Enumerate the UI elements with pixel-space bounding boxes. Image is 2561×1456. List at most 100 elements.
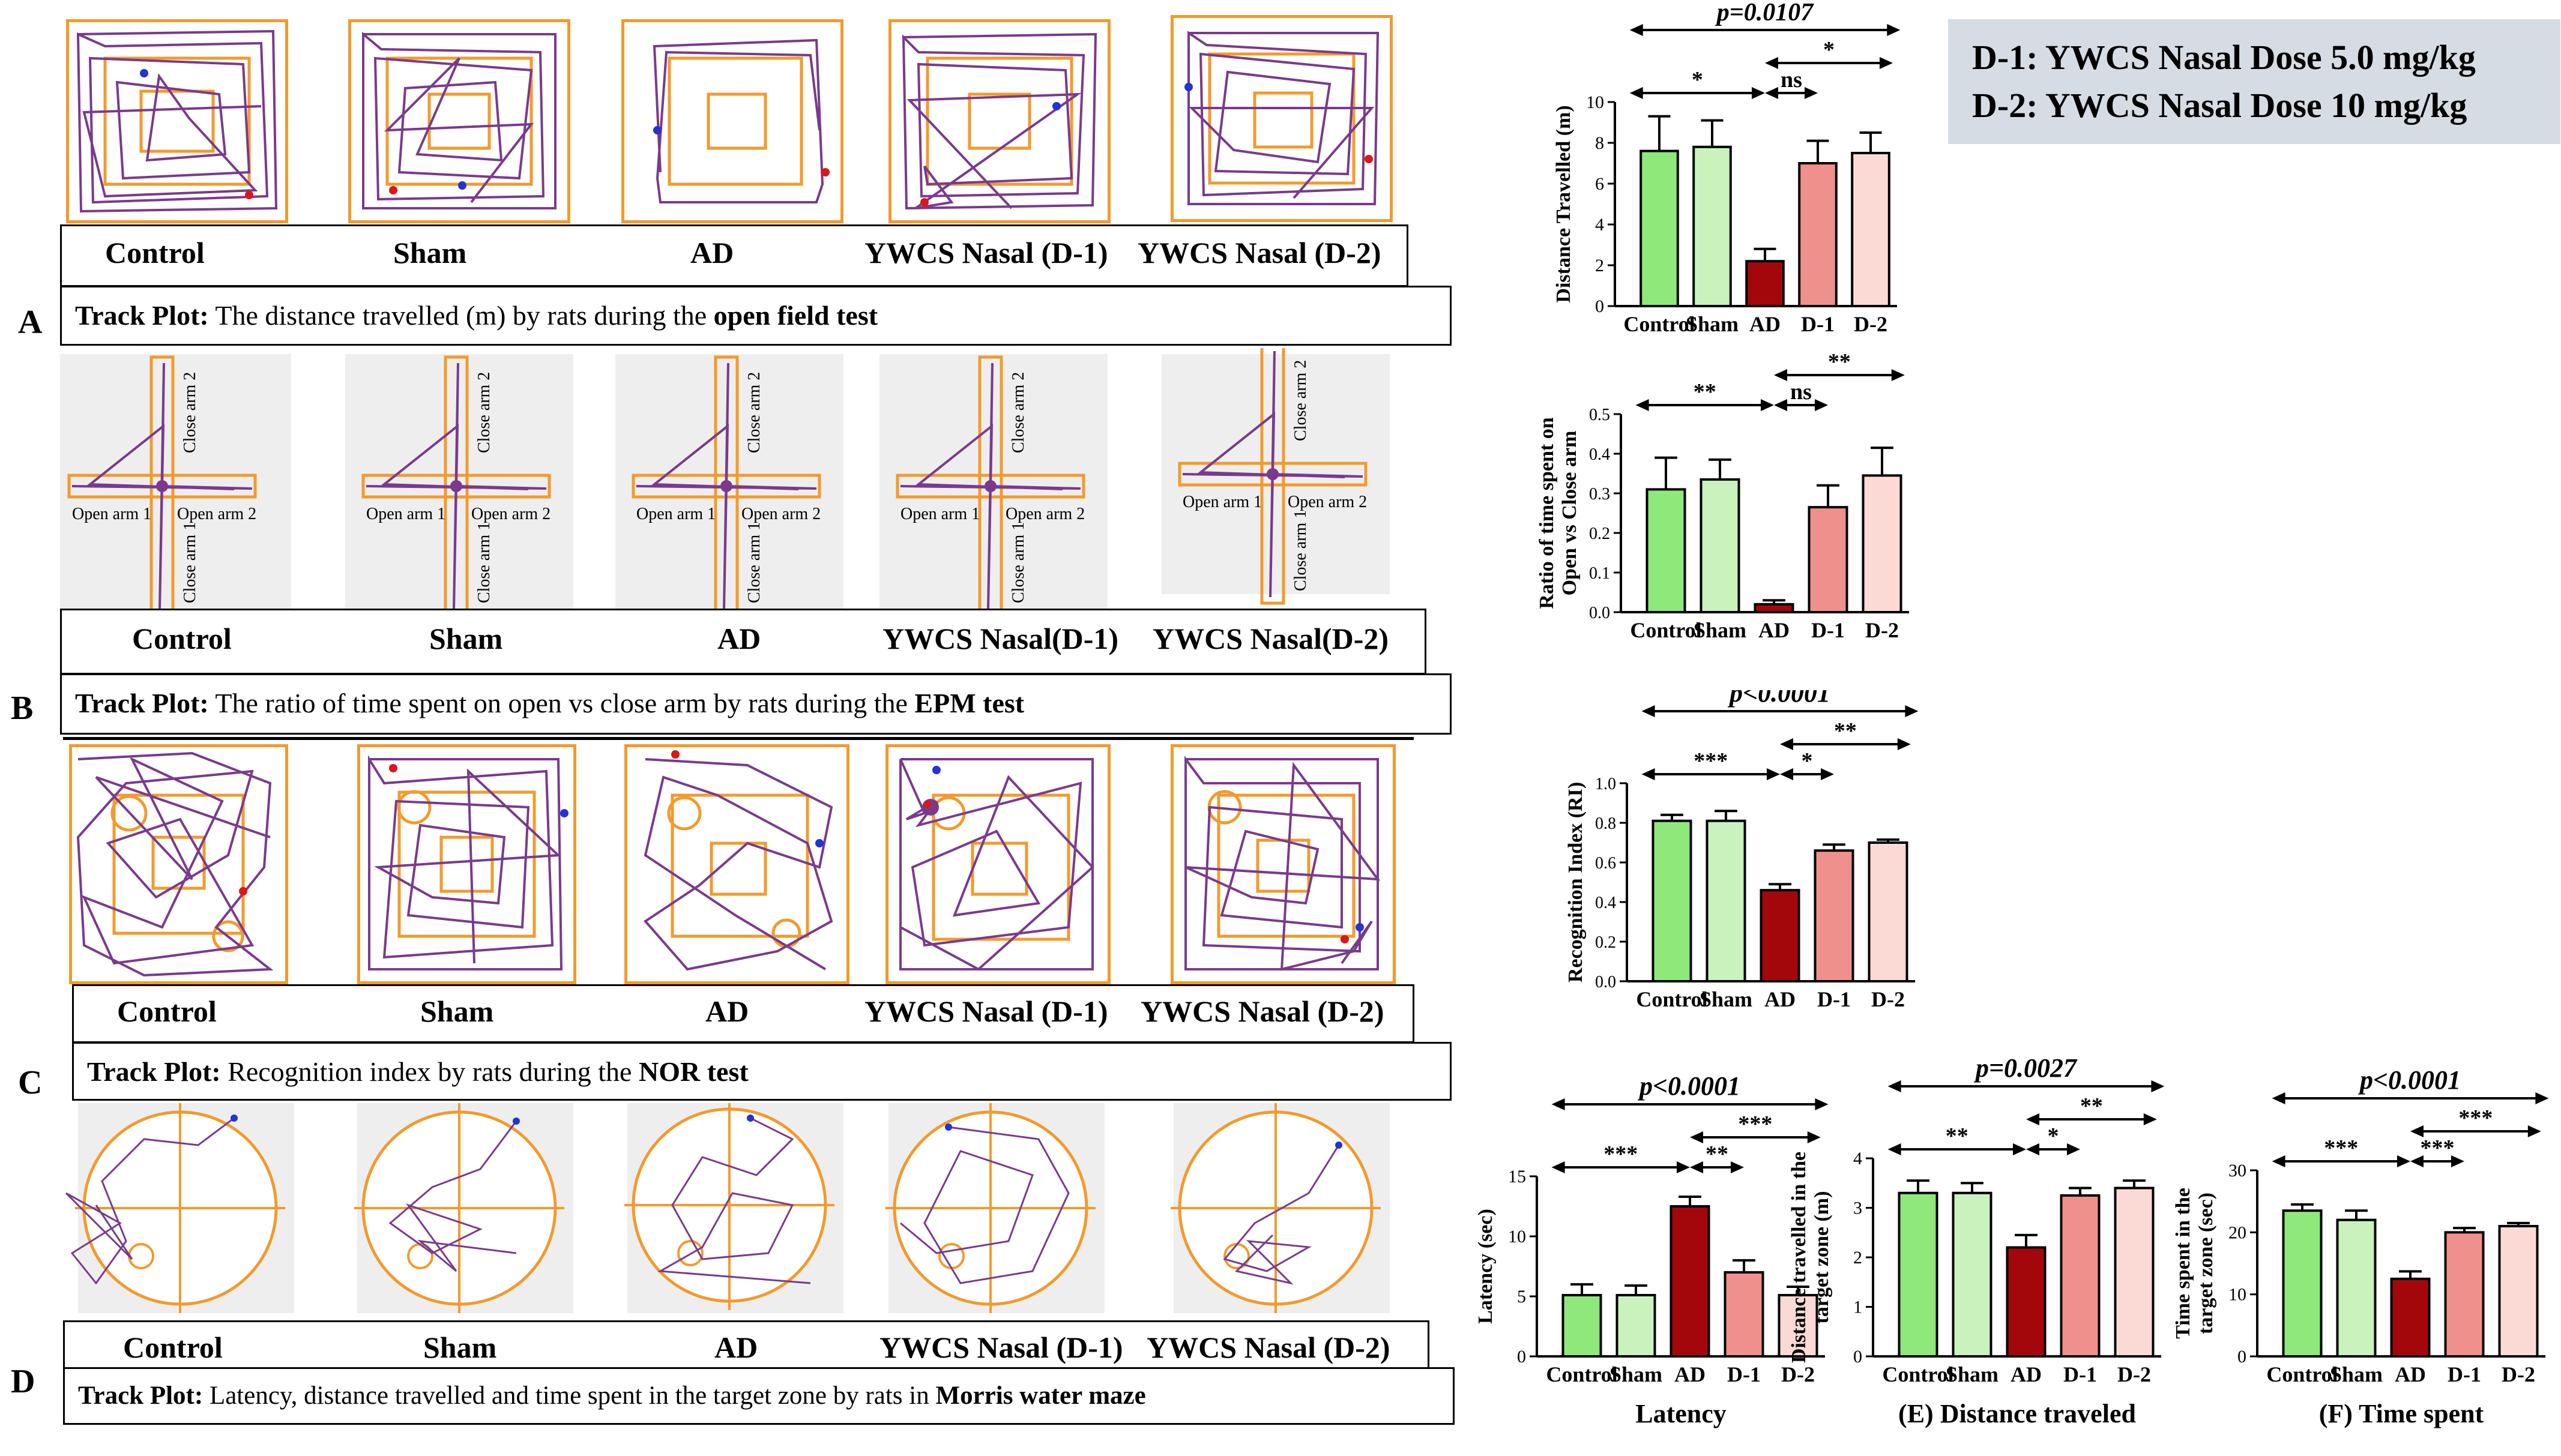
track-plot-c-sham [357,744,576,984]
y-tick-label: 0.6 [1595,854,1616,873]
arrow-head [1765,87,1778,99]
x-tick-label: D-2 [2502,1362,2535,1386]
track-plot-a-ad [621,19,843,223]
x-tick-label: AD [1674,1362,1706,1386]
x-axis-label: (F) Time spent [2319,1399,2484,1428]
close-arm-1-label: Close arm 1 [181,522,199,603]
x-tick-label: AD [1764,987,1796,1011]
significance-label: ns [1781,67,1802,92]
arrow-head [2067,1143,2080,1155]
group-label: YWCS Nasal (D-1) [864,994,1108,1028]
arrow-head [2410,1125,2424,1137]
x-tick-label: D-1 [1727,1362,1761,1386]
x-tick-label: D-2 [2117,1362,2151,1386]
arrow-head [1774,399,1787,411]
x-tick-label: Control [1630,618,1701,642]
mwm-plots [65,1103,1390,1313]
bar [1952,1191,1992,1358]
bar [2444,1231,2485,1358]
y-tick-label: 0.4 [1595,894,1616,912]
bar [1862,474,1902,613]
bar [1754,603,1794,613]
significance-label: ** [1834,718,1857,744]
y-tick-label: 0.2 [1595,933,1616,952]
y-tick-label: 0 [2237,1347,2246,1367]
bar [1778,1294,1818,1358]
significance-label: ** [1694,379,1716,405]
caption-a: Track Plot: The distance travelled (m) b… [60,286,1452,346]
arrow-head [1891,369,1905,381]
x-tick-label: Control [2266,1362,2338,1386]
epm-plot: Open arm 1 Open arm 2 Close arm 2 Close arm… [615,354,843,612]
y-tick-label: 0 [1595,296,1604,316]
caption-text: The distance travelled (m) by rats durin… [208,300,714,331]
start-marker [945,1124,952,1131]
close-arm-2-label: Close arm 2 [1291,360,1310,441]
x-tick-label: Sham [1700,987,1752,1011]
bar [1670,1205,1710,1358]
p-value-label: p<0.0001 [1727,690,1830,708]
bar [1851,152,1890,307]
group-label: YWCS Nasal (D-2) [1147,1331,1390,1364]
track-plot-a-control [66,19,288,223]
group-label: Control [132,622,232,655]
significance-label: *** [2421,1136,2455,1161]
significance-label: ns [1790,379,1812,405]
p-value-label: p<0.0001 [2357,1065,2461,1095]
x-tick-label: AD [2010,1362,2042,1386]
y-tick-label: 10 [2228,1285,2246,1305]
track-plot-c-control [69,744,288,984]
x-axis-label: Latency [1635,1399,1727,1428]
y-axis-label: target zone (m) [1811,1191,1833,1324]
arrow-head [1780,738,1793,750]
caption-bold: EPM test [914,688,1025,718]
caption-text: Latency, distance travelled and time spe… [203,1382,936,1410]
start-marker [747,1115,754,1122]
open-arm-1-label: Open arm 1 [72,505,151,523]
p-value-label: p=0.0027 [1973,1056,2078,1083]
x-tick-label: AD [1758,618,1790,642]
caption-text: Recognition index by rats during the [220,1056,639,1087]
center-cluster [450,480,462,492]
caption-bold: open field test [713,300,878,331]
y-tick-label: 2 [1595,256,1604,275]
mwm-plot [65,1103,294,1313]
bar [1645,488,1686,613]
bar [2282,1209,2323,1358]
arrow-head [1752,87,1765,99]
bar [1692,145,1732,308]
significance-label: ** [1946,1124,1968,1149]
y-tick-label: 20 [2228,1223,2246,1242]
bar [1700,478,1740,613]
arrow-head [1815,1098,1829,1110]
epm-plot: Open arm 1 Open arm 2 Close arm 2 Close arm… [879,354,1108,612]
bar [1639,149,1679,307]
track-plot-c-d2 [1171,744,1396,984]
bar [1808,506,1848,613]
significance-label: *** [1738,1112,1772,1137]
arrow-head [2397,1155,2410,1167]
bar [1652,819,1692,982]
x-tick-label: AD [1749,312,1781,336]
y-tick-label: 0 [1853,1347,1862,1367]
x-tick-label: Sham [1946,1362,1998,1386]
center-cluster [156,480,168,492]
panel-letter-d: D [11,1363,35,1400]
close-arm-2-label: Close arm 2 [745,372,764,453]
track-path [653,38,830,203]
significance-label: * [1692,67,1703,92]
arrow-head [1677,1161,1690,1173]
arrow-head [1551,1161,1565,1173]
bar [1898,1191,1938,1358]
y-tick-label: 0 [1517,1347,1526,1367]
x-tick-label: D-1 [1811,618,1845,642]
y-tick-label: 0.0 [1595,973,1616,991]
track-path [76,29,278,213]
bar [2060,1194,2101,1358]
y-tick-label: 0.0 [1589,604,1610,622]
group-label: YWCS Nasal (D-1) [864,236,1108,269]
significance-label: *** [1694,748,1728,774]
chart-nor-ri: 0.0 0.2 0.4 0.6 0.8 1.0 Recognition Index (RI)… [1564,690,1919,1011]
open-arm-2-label: Open arm 2 [741,505,821,523]
mwm-plot [354,1103,573,1313]
